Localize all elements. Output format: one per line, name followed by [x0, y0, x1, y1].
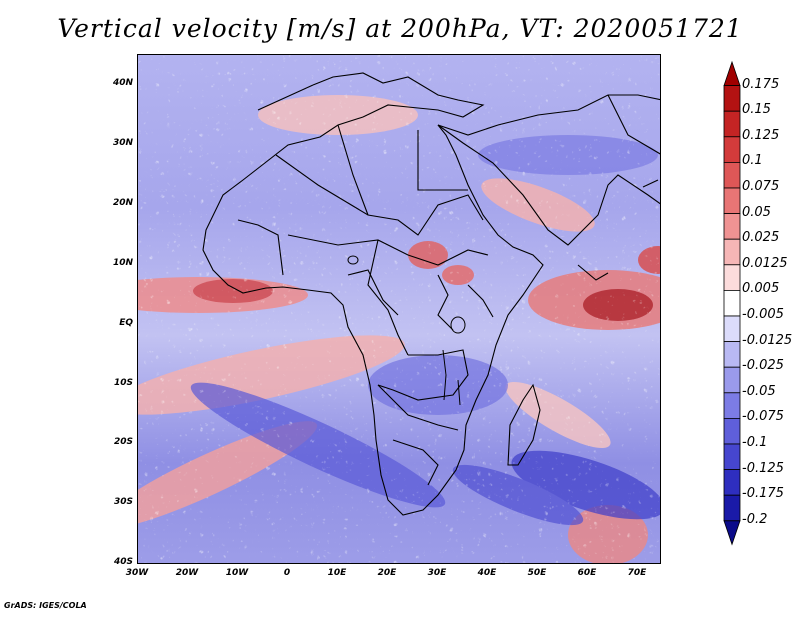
colorbar-swatch: [723, 341, 741, 368]
colorbar-label: -0.2: [742, 511, 768, 527]
colorbar-label: 0.1: [742, 153, 763, 169]
grads-credit: GrADS: IGES/COLA: [4, 601, 87, 610]
colorbar-swatch: [723, 187, 741, 215]
colorbar-swatch: [723, 213, 741, 240]
map-panel: [137, 54, 661, 564]
x-tick-label: 30E: [427, 568, 447, 578]
y-tick-label: 20N: [112, 197, 133, 208]
colorbar-label: 0.0125: [742, 255, 788, 271]
x-tick-label: 70E: [627, 568, 647, 578]
field-texture: [138, 55, 660, 563]
colorbar: [723, 60, 741, 546]
colorbar-swatch: [723, 85, 741, 112]
colorbar-swatch: [723, 238, 741, 266]
colorbar-swatch: [723, 110, 741, 138]
y-tick-label: 40S: [113, 557, 133, 568]
colorbar-label: 0.005: [742, 281, 780, 297]
vertical-velocity-field: [138, 55, 660, 563]
x-tick-label: 50E: [527, 568, 547, 578]
y-tick-label: 10S: [113, 377, 133, 388]
x-tick-label: 40E: [477, 568, 497, 578]
colorbar-swatch: [723, 162, 741, 189]
colorbar-label: -0.025: [742, 358, 784, 374]
y-tick-label: 30S: [113, 497, 133, 508]
x-tick-label: 20E: [377, 568, 397, 578]
colorbar-label: 0.05: [742, 204, 771, 220]
colorbar-swatch: [723, 366, 741, 394]
colorbar-label: -0.125: [742, 460, 784, 476]
y-tick-label: 20S: [113, 437, 133, 448]
colorbar-top-arrow: [723, 60, 741, 86]
colorbar-label: -0.005: [742, 307, 784, 322]
colorbar-label: 0.025: [742, 230, 780, 246]
colorbar-label: 0.075: [742, 179, 780, 194]
colorbar-label: -0.1: [742, 435, 768, 450]
colorbar-swatch: [723, 315, 741, 343]
map-title: Vertical velocity [m/s] at 200hPa, VT: 2…: [57, 14, 743, 43]
x-tick-label: 30W: [125, 568, 149, 578]
y-tick-label: EQ: [119, 317, 133, 328]
coastline-and-borders: [202, 72, 660, 516]
y-tick-label: 40N: [112, 78, 133, 88]
colorbar-label: 0.15: [742, 102, 771, 118]
colorbar-label: -0.05: [742, 383, 776, 399]
colorbar-swatch: [723, 443, 741, 471]
colorbar-label: 0.125: [742, 127, 780, 143]
colorbar-swatch: [723, 469, 741, 496]
x-tick-label: 0: [283, 568, 291, 578]
x-tick-label: 20W: [175, 568, 199, 578]
colorbar-label: 0.175: [742, 76, 780, 92]
colorbar-label: -0.075: [742, 409, 784, 425]
colorbar-swatch: [723, 392, 741, 419]
y-tick-label: 10N: [112, 257, 133, 268]
colorbar-swatch: [723, 264, 741, 291]
y-tick-label: 30N: [112, 137, 133, 148]
colorbar-label: -0.175: [742, 486, 784, 502]
colorbar-swatch: [723, 289, 741, 317]
x-tick-label: 10W: [225, 568, 249, 578]
x-tick-label: 10E: [327, 568, 347, 578]
colorbar-bottom-arrow: [723, 520, 741, 546]
colorbar-swatch: [723, 494, 741, 522]
x-tick-label: 60E: [577, 568, 597, 578]
lakes: [347, 255, 466, 406]
colorbar-swatch: [723, 136, 741, 163]
colorbar-swatch: [723, 417, 741, 445]
colorbar-label: -0.0125: [742, 332, 793, 348]
